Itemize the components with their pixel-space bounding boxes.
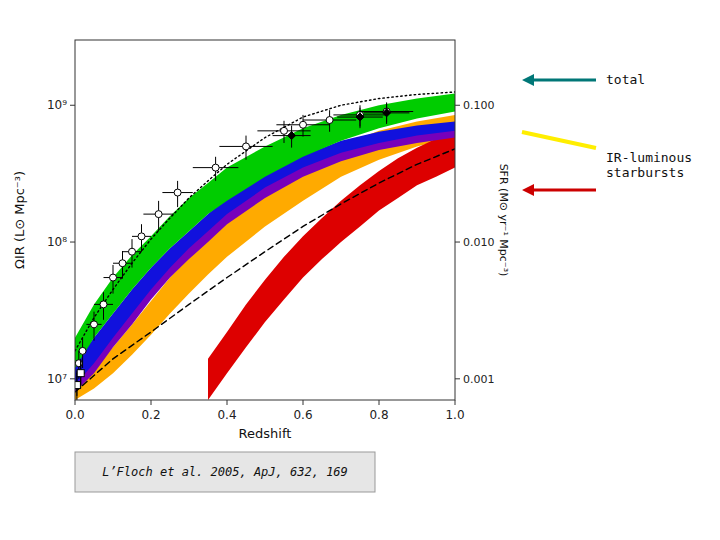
x-tick	[227, 400, 228, 405]
data-point	[77, 370, 84, 377]
data-point	[383, 109, 391, 117]
chart: 0.0 0.2 0.4 0.6 0.8 1.0 10⁷ 10⁸ 10⁹ 0.001 0.010 0.1…	[0, 0, 720, 540]
y-tick-label: 10⁷	[47, 372, 67, 386]
plot-data	[75, 92, 455, 400]
data-point	[288, 132, 296, 140]
y-tick-label: 10⁸	[47, 235, 67, 249]
y2-tick	[455, 105, 460, 106]
y2-tick	[455, 378, 460, 379]
plot-area	[75, 40, 455, 400]
x-tick-label: 1.0	[445, 408, 464, 422]
x-tick	[455, 400, 456, 405]
y2-axis-label: SFR (M⊙ yr⁻¹ Mpc⁻³)	[497, 164, 510, 277]
data-point	[75, 360, 82, 367]
annotation-text: L’Floch et al. 2005, ApJ, 632, 169	[102, 465, 348, 479]
data-point	[129, 248, 136, 255]
y-axis-label: ΩIR (L⊙ Mpc⁻³)	[12, 171, 27, 269]
data-point	[212, 164, 219, 171]
x-tick	[75, 400, 76, 405]
data-point	[91, 321, 98, 328]
data-point	[100, 301, 107, 308]
x-axis-label: Redshift	[239, 426, 292, 441]
annotation-box	[75, 452, 375, 492]
y2-tick-label: 0.010	[463, 236, 495, 249]
data-point	[281, 127, 288, 134]
data-point	[77, 369, 85, 377]
band	[75, 93, 455, 368]
data-point	[300, 121, 307, 128]
data-point	[119, 260, 126, 267]
data-point	[155, 211, 162, 218]
annotation-text: IR-luminousstarbursts	[606, 150, 692, 180]
x-tick	[379, 400, 380, 405]
y2-tick-label: 0.100	[463, 99, 495, 112]
y2-tick	[455, 242, 460, 243]
data-point	[79, 347, 86, 354]
y-tick	[70, 242, 75, 243]
data-point	[174, 189, 181, 196]
x-tick-label: 0.6	[293, 408, 312, 422]
y-tick	[70, 105, 75, 106]
data-point	[243, 143, 250, 150]
y-tick	[70, 378, 75, 379]
x-tick-label: 0.8	[369, 408, 388, 422]
line	[75, 92, 455, 351]
plot-frame	[75, 40, 455, 400]
annotation-symbol	[522, 184, 596, 196]
annotation-symbol	[522, 132, 596, 148]
data-point	[138, 233, 145, 240]
annotation-text: total	[606, 72, 645, 87]
y2-tick-label: 0.001	[463, 373, 495, 386]
line	[75, 149, 455, 392]
x-tick	[151, 400, 152, 405]
data-point	[356, 113, 364, 121]
data-point	[75, 381, 81, 389]
x-tick-label: 0.4	[217, 408, 236, 422]
data-point	[110, 274, 117, 281]
data-point	[326, 117, 333, 124]
annotation-symbol	[522, 74, 596, 86]
x-tick-label: 0.0	[65, 408, 84, 422]
x-tick-label: 0.2	[141, 408, 160, 422]
data-point	[75, 382, 80, 389]
x-tick	[303, 400, 304, 405]
y-tick-label: 10⁹	[47, 98, 67, 112]
